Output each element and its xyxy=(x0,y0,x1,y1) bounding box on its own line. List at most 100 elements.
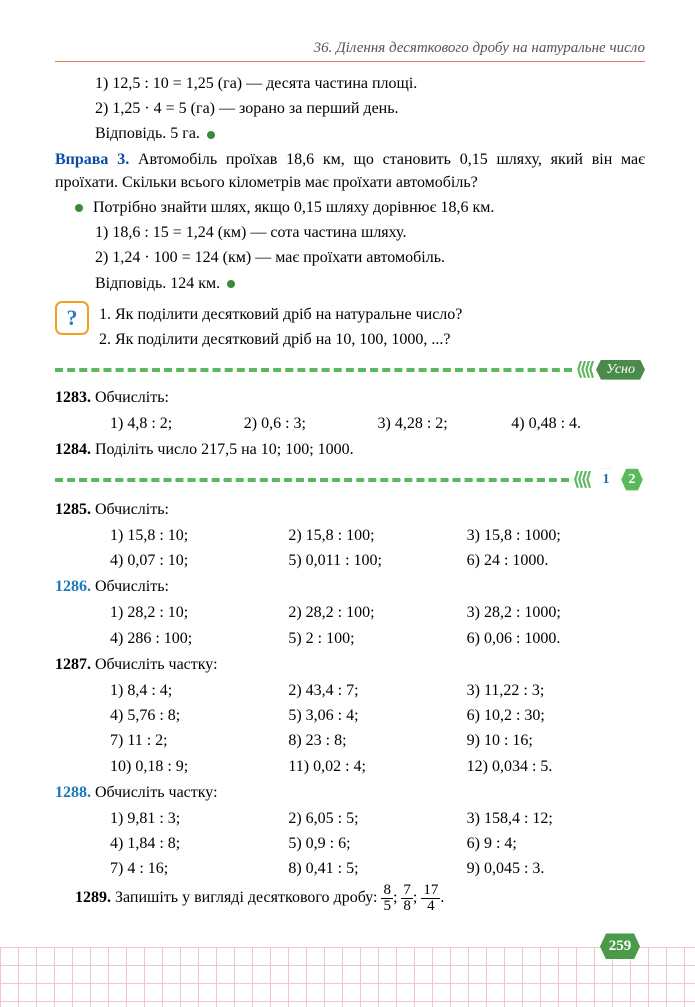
problem-number: 1284. xyxy=(55,441,91,458)
intro-line-2: 2) 1,25 · 4 = 5 (га) — зорано за перший … xyxy=(55,97,645,120)
row: 1) 28,2 : 10;2) 28,2 : 100;3) 28,2 : 100… xyxy=(55,601,645,624)
cell: 3) 15,8 : 1000; xyxy=(467,524,645,547)
fraction-1: 85 xyxy=(381,883,393,914)
problem-1284: 1284. Поділіть число 217,5 на 10; 100; 1… xyxy=(55,438,645,461)
answer-text: Відповідь. 124 км. xyxy=(95,275,220,292)
grid-footer: 259 xyxy=(0,947,695,1007)
cell: 1) 9,81 : 3; xyxy=(110,807,288,830)
problem-1289: 1289. Запишіть у вигляді десяткового дро… xyxy=(55,883,645,914)
row: 4) 5,76 : 8;5) 3,06 : 4;6) 10,2 : 30; xyxy=(55,704,645,727)
divider-usno: ⟨⟨⟨⟨ Усно xyxy=(55,359,645,380)
cell: 1) 28,2 : 10; xyxy=(110,601,288,624)
cell: 2) 0,6 : 3; xyxy=(244,412,378,435)
problem-title: Обчисліть частку: xyxy=(95,656,218,673)
row: 1) 8,4 : 4;2) 43,4 : 7;3) 11,22 : 3; xyxy=(55,679,645,702)
cell: 2) 6,05 : 5; xyxy=(288,807,466,830)
cell: 3) 11,22 : 3; xyxy=(467,679,645,702)
exercise-text: Автомобіль проїхав 18,6 км, що становить… xyxy=(55,151,645,191)
cell: 3) 28,2 : 1000; xyxy=(467,601,645,624)
exercise-3: Вправа 3. Автомобіль проїхав 18,6 км, що… xyxy=(55,148,645,194)
cell: 2) 28,2 : 100; xyxy=(288,601,466,624)
intro-line-1: 1) 12,5 : 10 = 1,25 (га) — десята частин… xyxy=(55,72,645,95)
problem-text: Запишіть у вигляді десяткового дробу: xyxy=(115,890,381,907)
dot-icon xyxy=(207,131,215,139)
dash-line xyxy=(55,478,569,482)
cell: 3) 158,4 : 12; xyxy=(467,807,645,830)
cell: 4) 5,76 : 8; xyxy=(110,704,288,727)
cell: 8) 23 : 8; xyxy=(288,729,466,752)
problem-1285: 1285. Обчисліть: xyxy=(55,498,645,521)
fraction-3: 174 xyxy=(421,883,440,914)
cell: 10) 0,18 : 9; xyxy=(110,755,288,778)
row: 1) 9,81 : 3;2) 6,05 : 5;3) 158,4 : 12; xyxy=(55,807,645,830)
cell: 1) 15,8 : 10; xyxy=(110,524,288,547)
cell: 5) 0,9 : 6; xyxy=(288,832,466,855)
cell: 1) 4,8 : 2; xyxy=(110,412,244,435)
cell: 3) 4,28 : 2; xyxy=(378,412,512,435)
chevron-icon: ⟨⟨⟨⟨ xyxy=(573,469,589,490)
row: 7) 4 : 16;8) 0,41 : 5;9) 0,045 : 3. xyxy=(55,857,645,880)
numerator: 17 xyxy=(421,883,440,899)
problem-1288: 1288. Обчисліть частку: xyxy=(55,781,645,804)
denominator: 4 xyxy=(421,899,440,914)
cell: 9) 0,045 : 3. xyxy=(467,857,645,880)
numerator: 8 xyxy=(381,883,393,899)
problem-text: Поділіть число 217,5 на 10; 100; 1000. xyxy=(95,441,354,458)
cell: 9) 10 : 16; xyxy=(467,729,645,752)
ex3-step1: 1) 18,6 : 15 = 1,24 (км) — сота частина … xyxy=(55,221,645,244)
ex3-step2: 2) 1,24 · 100 = 124 (км) — має проїхати … xyxy=(55,246,645,269)
usno-badge: Усно xyxy=(596,360,645,380)
problem-number: 1289. xyxy=(75,890,111,907)
denominator: 8 xyxy=(401,899,413,914)
dash-line xyxy=(55,368,572,372)
problem-number: 1285. xyxy=(55,501,91,518)
problem-number: 1288. xyxy=(55,784,91,801)
cell: 6) 10,2 : 30; xyxy=(467,704,645,727)
cell: 8) 0,41 : 5; xyxy=(288,857,466,880)
answer-text: Відповідь. 5 га. xyxy=(95,125,200,142)
divider-12: ⟨⟨⟨⟨ 1 2 xyxy=(55,468,645,492)
cell: 1) 8,4 : 4; xyxy=(110,679,288,702)
cell: 2) 43,4 : 7; xyxy=(288,679,466,702)
problem-title: Обчисліть: xyxy=(95,578,169,595)
cell: 4) 1,84 : 8; xyxy=(110,832,288,855)
cell: 6) 24 : 1000. xyxy=(467,549,645,572)
chevron-icon: ⟨⟨⟨⟨ xyxy=(576,359,592,380)
row: 4) 1,84 : 8;5) 0,9 : 6;6) 9 : 4; xyxy=(55,832,645,855)
level-2-badge: 2 xyxy=(620,468,644,492)
cell: 5) 3,06 : 4; xyxy=(288,704,466,727)
intro-answer: Відповідь. 5 га. xyxy=(55,122,645,145)
cell: 7) 4 : 16; xyxy=(110,857,288,880)
dot-icon xyxy=(227,280,235,288)
problem-1283: 1283. Обчисліть: xyxy=(55,386,645,409)
cell: 7) 11 : 2; xyxy=(110,729,288,752)
cell: 6) 0,06 : 1000. xyxy=(467,627,645,650)
problem-title: Обчисліть: xyxy=(95,501,169,518)
row: 7) 11 : 2;8) 23 : 8;9) 10 : 16; xyxy=(55,729,645,752)
dot-icon xyxy=(75,204,83,212)
row: 4) 286 : 100;5) 2 : 100;6) 0,06 : 1000. xyxy=(55,627,645,650)
cell: 4) 0,07 : 10; xyxy=(110,549,288,572)
problem-number: 1283. xyxy=(55,389,91,406)
cell: 11) 0,02 : 4; xyxy=(288,755,466,778)
exercise-title: Вправа 3. xyxy=(55,151,129,168)
problem-1283-row: 1) 4,8 : 2; 2) 0,6 : 3; 3) 4,28 : 2; 4) … xyxy=(55,412,645,435)
problem-1287: 1287. Обчисліть частку: xyxy=(55,653,645,676)
cell: 4) 0,48 : 4. xyxy=(511,412,645,435)
cell: 4) 286 : 100; xyxy=(110,627,288,650)
question-2: 2. Як поділити десятковий дріб на 10, 10… xyxy=(99,328,462,351)
level-1-badge: 1 xyxy=(594,468,618,492)
header-rule xyxy=(55,61,645,62)
question-1: 1. Як поділити десятковий дріб на натура… xyxy=(99,303,462,326)
question-mark-icon: ? xyxy=(55,301,89,335)
exercise-hint: Потрібно знайти шлях, якщо 0,15 шляху до… xyxy=(55,196,645,219)
problem-title: Обчисліть частку: xyxy=(95,784,218,801)
row: 1) 15,8 : 10;2) 15,8 : 100;3) 15,8 : 100… xyxy=(55,524,645,547)
row: 10) 0,18 : 9;11) 0,02 : 4;12) 0,034 : 5. xyxy=(55,755,645,778)
cell: 6) 9 : 4; xyxy=(467,832,645,855)
numerator: 7 xyxy=(401,883,413,899)
row: 4) 0,07 : 10;5) 0,011 : 100;6) 24 : 1000… xyxy=(55,549,645,572)
problem-number: 1287. xyxy=(55,656,91,673)
problem-number: 1286. xyxy=(55,578,91,595)
hint-text: Потрібно знайти шлях, якщо 0,15 шляху до… xyxy=(93,199,494,216)
